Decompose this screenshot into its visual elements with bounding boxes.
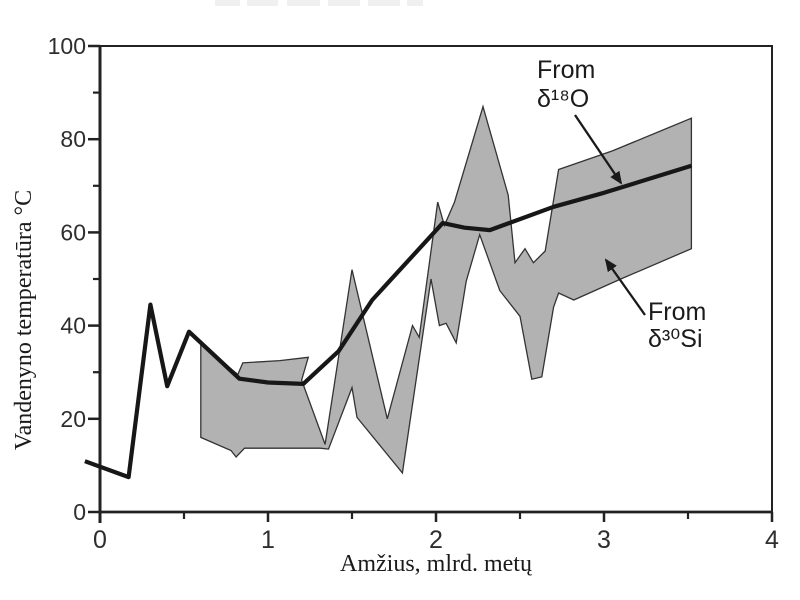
si-band-series: [200, 104, 693, 475]
y-axis-title: Vandenyno temperatūra °C: [11, 190, 37, 450]
title-remnant-block: [215, 0, 240, 6]
title-remnant-block: [368, 0, 400, 6]
y-tick-label: 40: [60, 313, 86, 339]
y-tick-label: 20: [60, 406, 86, 432]
x-tick-label: 1: [261, 526, 275, 554]
annotation-arrow: [574, 114, 623, 185]
axis-ticks: [88, 44, 774, 522]
x-tick-label: 4: [765, 526, 779, 554]
x-axis-title: Amžius, mlrd. metų: [340, 551, 533, 577]
x-tick-label: 3: [597, 526, 611, 554]
title-remnant-block: [287, 0, 320, 6]
y-tick-label: 100: [48, 33, 86, 59]
title-remnant-block: [407, 0, 423, 6]
annotation-text: From: [648, 298, 706, 326]
title-remnant-block: [247, 0, 278, 6]
annotation-text: From: [537, 56, 595, 84]
o18-line-series: [84, 163, 693, 480]
annotation-arrow: [604, 258, 646, 316]
y-tick-label: 80: [60, 126, 86, 152]
annotation-text: δ³⁰Si: [648, 325, 703, 353]
x-tick-label: 0: [93, 526, 107, 554]
temperature-line: [84, 163, 693, 480]
x-tick-label: 2: [429, 526, 443, 554]
annotation-text: δ¹⁸O: [537, 85, 589, 113]
y-tick-label: 0: [73, 499, 86, 525]
y-tick-label: 60: [60, 219, 86, 245]
title-remnant-block: [328, 0, 360, 6]
temperature-band: [200, 104, 693, 475]
